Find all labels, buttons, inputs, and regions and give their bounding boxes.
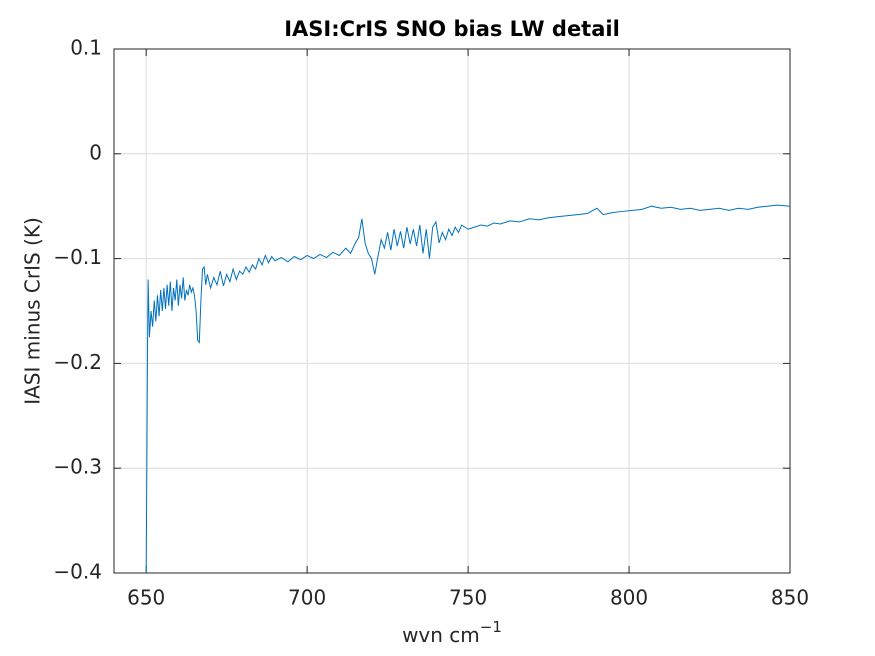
y-axis-label: IASI minus CrIS (K) <box>21 217 45 405</box>
y-tick-label: 0.1 <box>70 36 102 60</box>
x-tick-label: 800 <box>610 586 648 610</box>
y-tick-label: −0.1 <box>53 245 102 269</box>
data-line <box>145 204 791 574</box>
y-tick-label: −0.2 <box>53 350 102 374</box>
x-axis-label-superscript: −1 <box>480 618 502 636</box>
plot-frame <box>113 48 791 574</box>
y-tick-label: 0 <box>89 140 102 164</box>
x-axis-label: wvn cm−1 <box>402 618 502 647</box>
x-tick-label: 650 <box>127 586 165 610</box>
chart-title: IASI:CrIS SNO bias LW detail <box>284 17 620 41</box>
x-axis-label-text: wvn cm <box>402 623 480 647</box>
y-tick-label: −0.4 <box>53 560 102 584</box>
x-tick-label: 850 <box>771 586 809 610</box>
x-tick-label: 700 <box>288 586 326 610</box>
y-tick-label: −0.3 <box>53 455 102 479</box>
x-tick-label: 750 <box>449 586 487 610</box>
